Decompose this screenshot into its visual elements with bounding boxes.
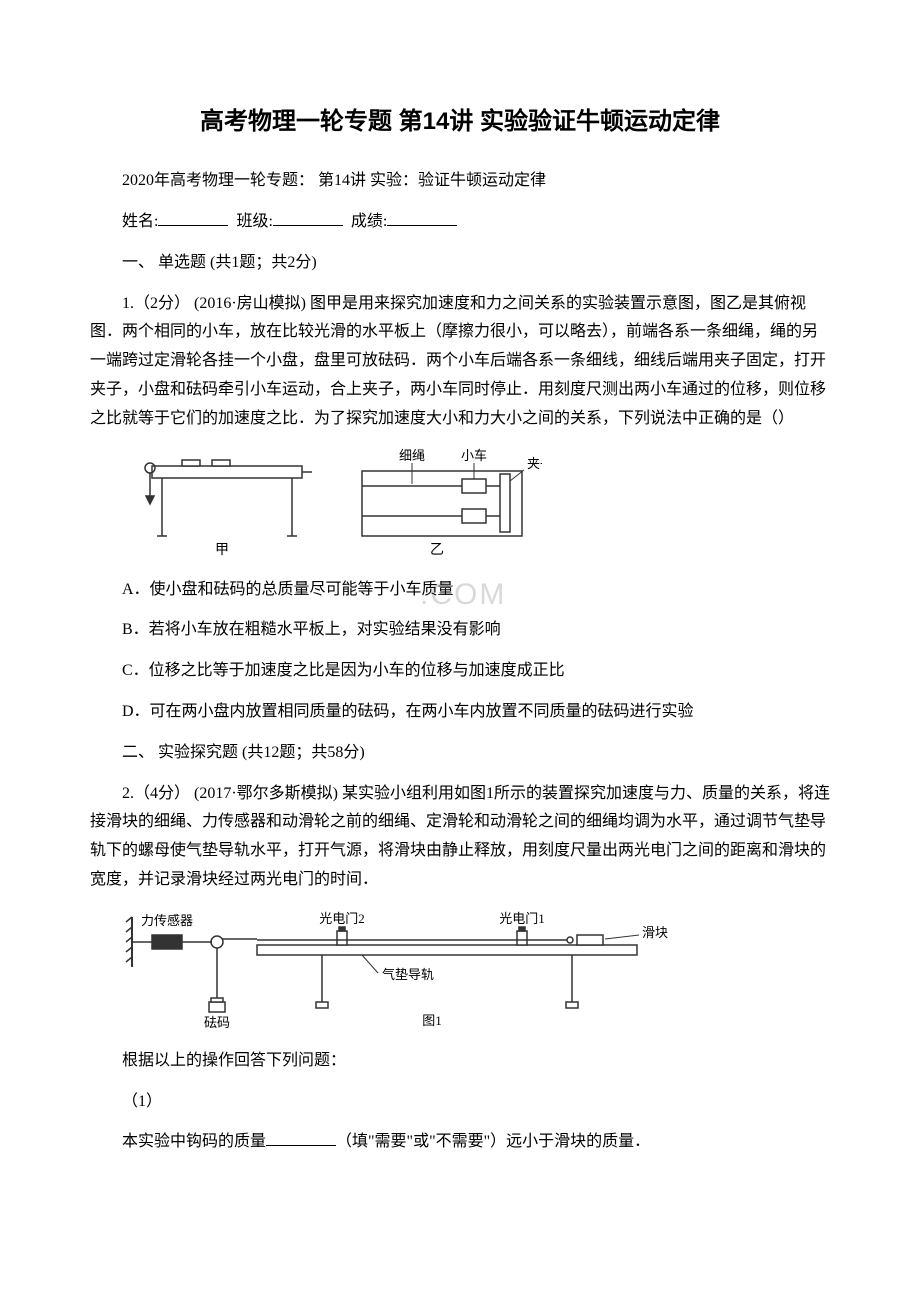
q1-stem: 1.（2分） (2016·房山模拟) 图甲是用来探究加速度和力之间关系的实验装置…: [90, 290, 830, 434]
fig-label-cart: 小车: [461, 448, 487, 463]
fig-label-rope: 细绳: [399, 448, 425, 463]
q1-option-a: A．使小盘和砝码的总质量尽可能等于小车质量: [90, 576, 830, 605]
fig2-label-gate2: 光电门2: [319, 911, 365, 926]
fig2-label-gate1: 光电门1: [499, 911, 545, 926]
q2-part1-num: （1）: [90, 1088, 830, 1117]
page-title: 高考物理一轮专题 第14讲 实验验证牛顿运动定律: [90, 100, 830, 143]
fig2-label-figno: 图1: [422, 1013, 442, 1028]
fig2-label-weight: 砝码: [204, 1015, 230, 1030]
q2-stem: 2.（4分） (2017·鄂尔多斯模拟) 某实验小组利用如图1所示的装置探究加速…: [90, 780, 830, 895]
subtitle: 2020年高考物理一轮专题： 第14讲 实验：验证牛顿运动定律: [90, 167, 830, 196]
name-label: 姓名:: [122, 213, 158, 230]
q2-figure: 力传感器 光电门2 光电门1 滑块 气垫导轨 砝码 图1: [122, 907, 830, 1037]
q1-option-d: D．可在两小盘内放置相同质量的砝码，在两小车内放置不同质量的砝码进行实验: [90, 698, 830, 727]
q2-part1-blank[interactable]: [266, 1130, 336, 1146]
fig2-label-block: 滑块: [642, 925, 668, 940]
student-info-line: 姓名: 班级: 成绩:: [90, 208, 830, 237]
score-blank[interactable]: [387, 210, 457, 226]
name-blank[interactable]: [158, 210, 228, 226]
fig-label-yi: 乙: [430, 542, 444, 558]
section1-heading: 一、 单选题 (共1题；共2分): [90, 249, 830, 278]
q2-part1-text-b: （填"需要"或"不需要"）远小于滑块的质量．: [336, 1133, 650, 1150]
score-label: 成绩:: [351, 213, 387, 230]
q2-part1-text-a: 本实验中钩码的质量: [122, 1133, 266, 1150]
q2-part1-line: 本实验中钩码的质量 （填"需要"或"不需要"）远小于滑块的质量．: [90, 1128, 830, 1157]
q1-option-c: C．位移之比等于加速度之比是因为小车的位移与加速度成正比: [90, 657, 830, 686]
q1-figure: 甲 细绳 小车 夹子 乙: [122, 446, 830, 566]
fig2-label-track: 气垫导轨: [382, 967, 434, 982]
fig2-label-sensor: 力传感器: [141, 913, 193, 928]
class-blank[interactable]: [273, 210, 343, 226]
fig-label-clip: 夹子: [527, 456, 542, 471]
q1-option-b: B．若将小车放在粗糙水平板上，对实验结果没有影响: [90, 616, 830, 645]
section2-heading: 二、 实验探究题 (共12题；共58分): [90, 739, 830, 768]
fig-label-jia: 甲: [215, 543, 229, 558]
q2-followup: 根据以上的操作回答下列问题：: [90, 1047, 830, 1076]
class-label: 班级:: [236, 213, 272, 230]
